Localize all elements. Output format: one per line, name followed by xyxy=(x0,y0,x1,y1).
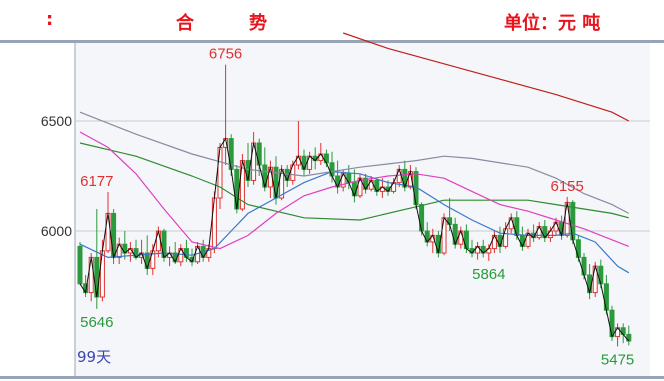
candle-body-24 xyxy=(211,197,217,250)
candle-body-68 xyxy=(458,230,464,245)
candle-body-93 xyxy=(598,265,604,285)
header-left-text: : xyxy=(46,9,54,30)
header-title-char-1: 合 xyxy=(176,13,194,34)
moving-average-line-4 xyxy=(343,32,630,122)
candle-body-6 xyxy=(111,212,117,258)
candle-body-45 xyxy=(329,162,335,177)
plot-background xyxy=(75,43,650,376)
candle-body-25 xyxy=(217,146,223,199)
candle-body-14 xyxy=(155,230,161,252)
candle-body-87 xyxy=(564,201,570,236)
moving-average-line-2 xyxy=(79,131,630,250)
chart-header: : 合 势 单位：元 吨 xyxy=(0,0,664,40)
candle-body-4 xyxy=(99,250,105,298)
candle-body-38 xyxy=(290,164,296,181)
y-tick-label-6500: 6500 xyxy=(41,113,72,129)
candle-body-89 xyxy=(575,239,581,258)
price-annotation-5475: 5475 xyxy=(601,352,634,369)
candle-body-78 xyxy=(514,217,520,236)
period-label: 99天 xyxy=(77,348,111,366)
candle-body-95 xyxy=(609,309,615,338)
candle-body-0 xyxy=(77,245,83,285)
candle-body-69 xyxy=(463,230,469,250)
candle-body-57 xyxy=(396,168,402,184)
candle-body-65 xyxy=(441,217,447,254)
candle-body-40 xyxy=(301,155,307,170)
bottom-border xyxy=(0,376,664,379)
price-annotation-5646: 5646 xyxy=(80,314,113,331)
header-title-char-2: 势 xyxy=(249,13,267,34)
price-annotation-5864: 5864 xyxy=(472,266,505,283)
candle-body-12 xyxy=(144,252,150,269)
close-price-line xyxy=(79,137,630,342)
candle-body-61 xyxy=(419,204,425,232)
candle-body-41 xyxy=(307,155,313,170)
candle-body-28 xyxy=(234,168,240,210)
candle-body-94 xyxy=(603,283,609,311)
y-tick-label-6000: 6000 xyxy=(41,223,72,239)
candle-body-32 xyxy=(256,142,262,166)
candle-body-49 xyxy=(351,182,357,197)
candle-body-2 xyxy=(88,256,94,294)
candle-body-76 xyxy=(503,228,509,247)
price-annotation-6155: 6155 xyxy=(551,178,584,195)
candle-body-90 xyxy=(581,256,587,276)
candle-body-5 xyxy=(105,212,111,252)
candle-body-3 xyxy=(94,256,100,298)
top-border xyxy=(0,40,664,43)
unit-label: 单位：元 吨 xyxy=(504,13,601,34)
price-annotation-6756: 6756 xyxy=(209,46,242,63)
price-annotation-6177: 6177 xyxy=(80,173,113,190)
moving-average-line-3 xyxy=(79,111,630,214)
